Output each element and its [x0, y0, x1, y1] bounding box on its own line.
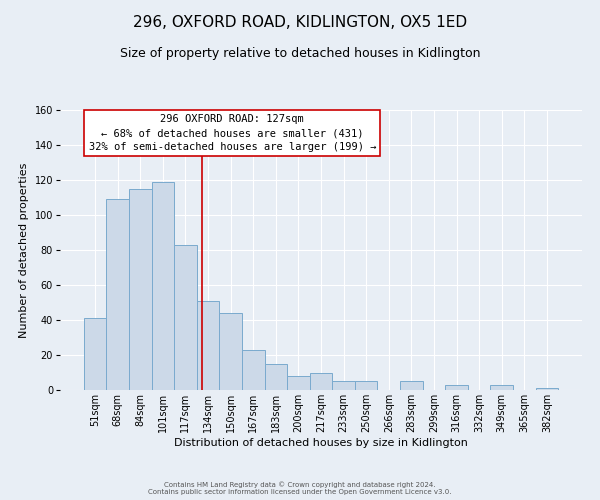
Bar [129, 188, 152, 390]
Bar [197, 300, 220, 390]
Text: Size of property relative to detached houses in Kidlington: Size of property relative to detached ho… [120, 48, 480, 60]
Text: 296, OXFORD ROAD, KIDLINGTON, OX5 1ED: 296, OXFORD ROAD, KIDLINGTON, OX5 1ED [133, 15, 467, 30]
Bar [152, 182, 174, 390]
Bar [355, 381, 377, 390]
Bar [174, 244, 197, 390]
Bar [220, 313, 242, 390]
Bar [265, 364, 287, 390]
Bar [84, 318, 106, 390]
Y-axis label: Number of detached properties: Number of detached properties [19, 162, 29, 338]
Bar [242, 350, 265, 390]
Bar [400, 381, 422, 390]
Bar [445, 385, 468, 390]
X-axis label: Distribution of detached houses by size in Kidlington: Distribution of detached houses by size … [174, 438, 468, 448]
Bar [490, 385, 513, 390]
Bar [287, 376, 310, 390]
Bar [332, 381, 355, 390]
Text: Contains HM Land Registry data © Crown copyright and database right 2024.: Contains HM Land Registry data © Crown c… [164, 481, 436, 488]
Bar [106, 199, 129, 390]
Bar [536, 388, 558, 390]
Bar [310, 372, 332, 390]
Text: Contains public sector information licensed under the Open Government Licence v3: Contains public sector information licen… [148, 489, 452, 495]
Text: 296 OXFORD ROAD: 127sqm
← 68% of detached houses are smaller (431)
32% of semi-d: 296 OXFORD ROAD: 127sqm ← 68% of detache… [89, 114, 376, 152]
